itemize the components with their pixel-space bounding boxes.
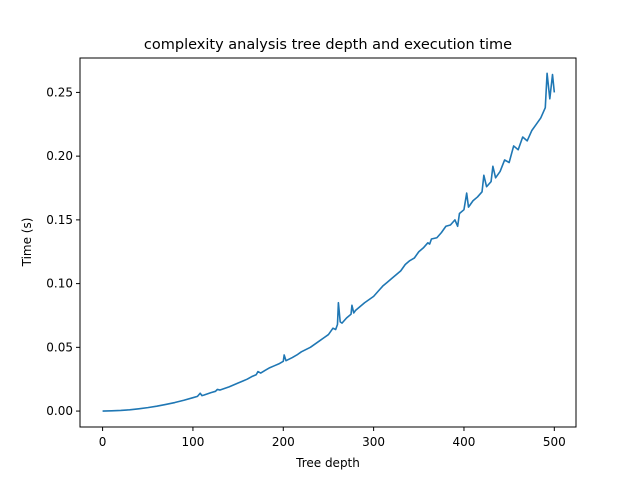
x-tick-label: 500 — [543, 435, 566, 449]
plot-area — [102, 72, 556, 412]
y-tick-label: 0.00 — [46, 404, 73, 418]
x-tick-label: 300 — [362, 435, 385, 449]
y-tick-label: 0.10 — [46, 277, 73, 291]
x-axis-label: Tree depth — [295, 456, 360, 470]
plot-frame — [79, 57, 577, 428]
y-tick-label: 0.20 — [46, 149, 73, 163]
y-tick-label: 0.15 — [46, 213, 73, 227]
y-axis-label: Time (s) — [20, 218, 34, 268]
y-tick-label: 0.25 — [46, 85, 73, 99]
chart-title: complexity analysis tree depth and execu… — [144, 37, 512, 53]
y-tick-label: 0.05 — [46, 340, 73, 354]
x-tick-label: 0 — [99, 435, 107, 449]
series-line-0 — [102, 72, 556, 412]
x-tick-label: 100 — [181, 435, 204, 449]
x-tick-label: 200 — [272, 435, 295, 449]
axis-ticks: 0 100 200 300 400 500 0.00 0.05 0.10 0.15 0.20 0.25 — [46, 85, 565, 449]
x-tick-label: 400 — [453, 435, 476, 449]
